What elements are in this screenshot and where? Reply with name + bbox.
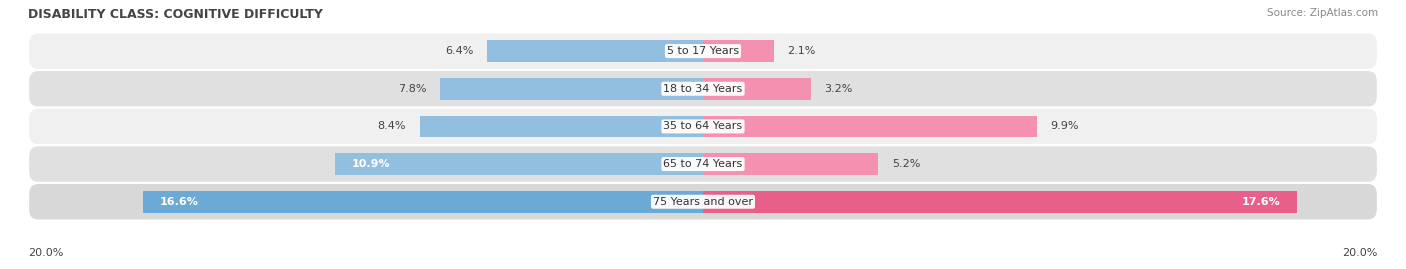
FancyBboxPatch shape: [28, 108, 1378, 145]
Text: 75 Years and over: 75 Years and over: [652, 197, 754, 207]
Text: 10.9%: 10.9%: [352, 159, 391, 169]
Text: 8.4%: 8.4%: [378, 121, 406, 132]
Text: 18 to 34 Years: 18 to 34 Years: [664, 84, 742, 94]
FancyBboxPatch shape: [28, 32, 1378, 70]
Bar: [440, 78, 703, 100]
Text: 35 to 64 Years: 35 to 64 Years: [664, 121, 742, 132]
FancyBboxPatch shape: [28, 145, 1378, 183]
Text: 6.4%: 6.4%: [446, 46, 474, 56]
Bar: [703, 115, 1038, 137]
Bar: [703, 78, 811, 100]
Text: 9.9%: 9.9%: [1050, 121, 1078, 132]
Text: 5.2%: 5.2%: [891, 159, 921, 169]
Text: 7.8%: 7.8%: [398, 84, 426, 94]
Text: 2.1%: 2.1%: [787, 46, 815, 56]
FancyBboxPatch shape: [28, 70, 1378, 108]
Text: 20.0%: 20.0%: [28, 248, 63, 258]
Text: 65 to 74 Years: 65 to 74 Years: [664, 159, 742, 169]
Text: 17.6%: 17.6%: [1241, 197, 1279, 207]
Text: 3.2%: 3.2%: [824, 84, 853, 94]
Bar: [335, 153, 703, 175]
Text: 5 to 17 Years: 5 to 17 Years: [666, 46, 740, 56]
Text: 20.0%: 20.0%: [1343, 248, 1378, 258]
Text: 16.6%: 16.6%: [160, 197, 198, 207]
Bar: [419, 115, 703, 137]
FancyBboxPatch shape: [28, 183, 1378, 221]
Bar: [143, 191, 703, 213]
Bar: [703, 191, 1296, 213]
Bar: [703, 40, 773, 62]
Bar: [703, 153, 879, 175]
Text: DISABILITY CLASS: COGNITIVE DIFFICULTY: DISABILITY CLASS: COGNITIVE DIFFICULTY: [28, 8, 323, 21]
Text: Source: ZipAtlas.com: Source: ZipAtlas.com: [1267, 8, 1378, 18]
Bar: [486, 40, 703, 62]
